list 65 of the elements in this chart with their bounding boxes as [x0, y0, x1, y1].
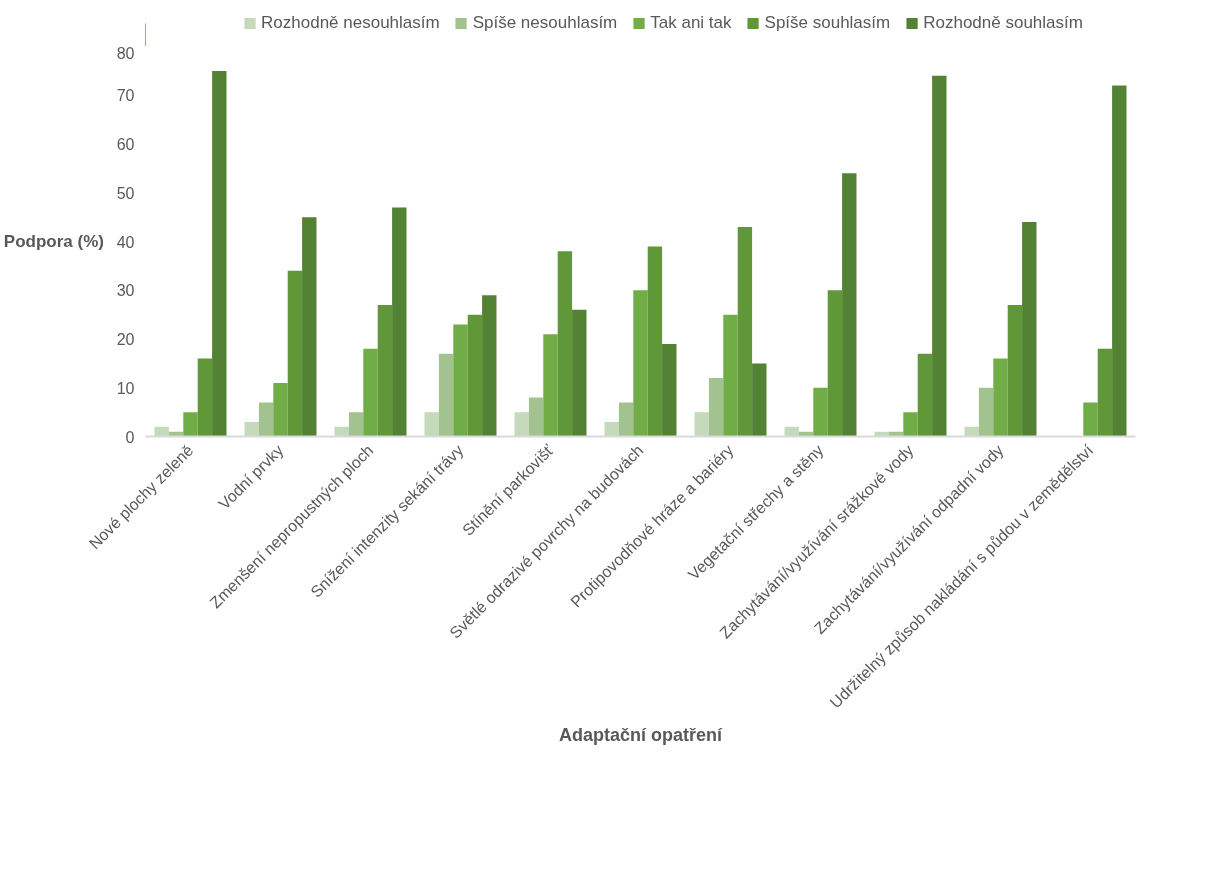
bar — [827, 290, 843, 437]
bar — [528, 397, 544, 437]
bar — [273, 382, 288, 437]
bar — [842, 173, 857, 437]
y-tick-label: 60 — [116, 136, 135, 153]
legend-label: Spíše souhlasím — [764, 13, 891, 33]
y-axis-title: Podpora (%) — [3, 232, 104, 251]
bar — [752, 363, 767, 437]
bar — [1007, 304, 1023, 437]
bar — [964, 426, 979, 437]
bar — [287, 270, 303, 437]
bar — [903, 412, 918, 437]
bar — [348, 412, 364, 437]
bar — [302, 217, 317, 437]
bar — [334, 426, 349, 437]
bar — [438, 353, 454, 437]
y-tick-label: 20 — [116, 331, 135, 348]
bar — [662, 343, 677, 437]
y-tick-label: 0 — [125, 428, 135, 446]
bar — [1112, 85, 1127, 437]
bar — [424, 412, 439, 437]
bar — [917, 353, 933, 437]
bar — [392, 207, 407, 437]
y-tick-label: 40 — [116, 233, 135, 251]
bar — [258, 402, 274, 437]
bar — [647, 246, 663, 437]
y-tick-label: 10 — [116, 379, 135, 397]
bar — [377, 304, 393, 437]
bar — [453, 324, 468, 437]
bar — [482, 295, 497, 437]
bar — [244, 421, 259, 437]
y-tick-label: 30 — [116, 282, 135, 300]
bar — [1083, 402, 1098, 437]
bar — [363, 348, 378, 437]
y-tick-label: 80 — [116, 44, 135, 62]
bar — [1097, 348, 1113, 437]
bar — [557, 251, 573, 437]
y-tick-label: 50 — [116, 184, 135, 202]
bar — [604, 421, 619, 437]
bar — [978, 387, 994, 437]
bar — [514, 412, 529, 437]
bar — [1022, 222, 1037, 437]
bar — [932, 75, 947, 437]
bar — [813, 387, 828, 437]
bar — [993, 358, 1008, 437]
bar — [197, 358, 213, 437]
bar — [467, 314, 483, 437]
bar — [723, 314, 738, 437]
x-axis-title: Adaptační opatření — [558, 725, 724, 746]
legend-label: Rozhodně nesouhlasím — [261, 13, 440, 33]
y-tick-label: 70 — [116, 87, 135, 105]
bar — [708, 378, 724, 437]
legend-label: Spíše nesouhlasím — [472, 13, 618, 33]
bar — [633, 290, 648, 437]
bar — [572, 309, 587, 437]
bar — [737, 226, 753, 437]
bar — [694, 412, 709, 437]
bar — [154, 426, 169, 437]
bar — [212, 70, 227, 437]
legend-label: Rozhodně souhlasím — [923, 13, 1083, 33]
bar — [618, 402, 634, 437]
bar — [543, 334, 558, 437]
bar — [183, 412, 198, 437]
bar — [784, 426, 799, 437]
legend-label: Tak ani tak — [650, 13, 732, 33]
